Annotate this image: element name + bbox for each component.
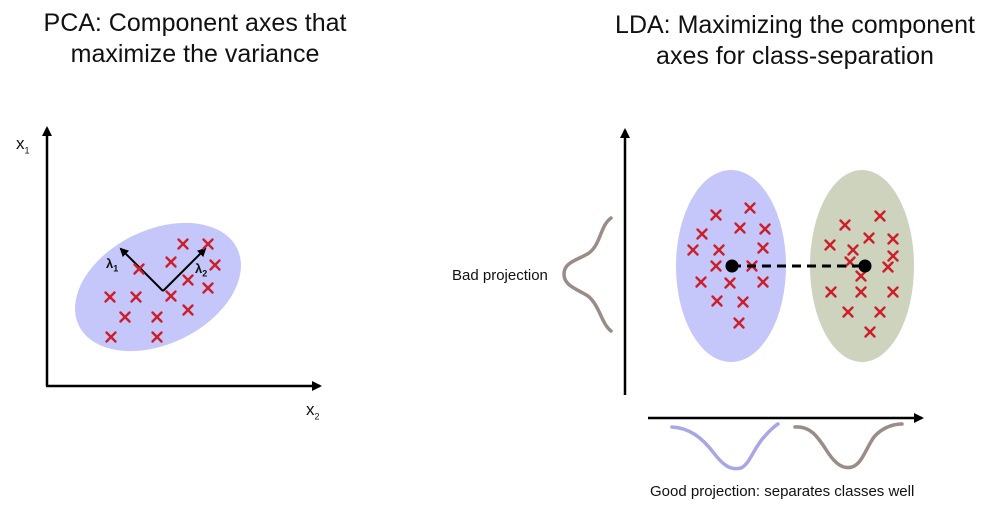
x-marker-icon bbox=[710, 260, 722, 272]
x-marker-icon bbox=[847, 244, 859, 256]
x-marker-icon bbox=[104, 291, 116, 303]
lambda1-label: λ1 bbox=[106, 256, 119, 274]
x-marker-icon bbox=[882, 261, 894, 273]
x-marker-icon bbox=[887, 250, 899, 262]
x-marker-icon bbox=[842, 306, 854, 318]
x-marker-icon bbox=[874, 210, 886, 222]
x-marker-icon bbox=[759, 223, 771, 235]
x-marker-icon bbox=[757, 242, 769, 254]
x-marker-icon bbox=[105, 331, 117, 343]
x-marker-icon bbox=[839, 219, 851, 231]
x-marker-icon bbox=[734, 222, 746, 234]
lda-panel bbox=[562, 128, 924, 471]
pca-title-line2: maximize the variance bbox=[70, 40, 320, 68]
x-marker-icon bbox=[151, 311, 163, 323]
x-marker-icon bbox=[724, 277, 736, 289]
x-marker-icon bbox=[202, 238, 214, 250]
x-marker-icon bbox=[855, 270, 867, 282]
good-projection-curve-class1 bbox=[670, 422, 780, 471]
x-marker-icon bbox=[887, 286, 899, 298]
lambda2-label: λ2 bbox=[195, 261, 208, 279]
x-marker-icon bbox=[130, 291, 142, 303]
x-marker-icon bbox=[744, 202, 756, 214]
x-marker-icon bbox=[757, 276, 769, 288]
x-marker-icon bbox=[864, 326, 876, 338]
x-marker-icon bbox=[874, 306, 886, 318]
x-marker-icon bbox=[182, 304, 194, 316]
x-marker-icon bbox=[737, 296, 749, 308]
lda-title-line2: axes for class-separation bbox=[656, 42, 934, 70]
x-marker-icon bbox=[165, 290, 177, 302]
x-marker-icon bbox=[696, 228, 708, 240]
x-marker-icon bbox=[711, 295, 723, 307]
x-marker-icon bbox=[119, 311, 131, 323]
x-marker-icon bbox=[209, 259, 221, 271]
lda-title: LDA: Maximizing the component axes for c… bbox=[590, 10, 1000, 72]
x-marker-icon bbox=[695, 276, 707, 288]
pca-x-axis-label: x2 bbox=[306, 400, 320, 422]
x-marker-icon bbox=[182, 274, 194, 286]
bad-projection-label: Bad projection bbox=[452, 267, 548, 284]
x-marker-icon bbox=[687, 244, 699, 256]
pca-component-arrow-2 bbox=[162, 247, 207, 292]
good-projection-label: Good projection: separates classes well bbox=[650, 483, 915, 500]
pca-title-line1: PCA: Component axes that bbox=[43, 9, 347, 37]
x-marker-icon bbox=[133, 263, 145, 275]
x-marker-icon bbox=[202, 282, 214, 294]
class-mean-dot-icon bbox=[858, 259, 872, 273]
x-marker-icon bbox=[710, 209, 722, 221]
pca-title: PCA: Component axes that maximize the va… bbox=[0, 8, 390, 70]
lda-title-line1: LDA: Maximizing the component bbox=[615, 11, 975, 39]
pca-component-arrow-1 bbox=[119, 247, 164, 292]
class-mean-dot-icon bbox=[725, 259, 739, 273]
x-marker-icon bbox=[713, 244, 725, 256]
x-marker-icon bbox=[855, 286, 867, 298]
good-projection-curve-class2 bbox=[793, 422, 904, 470]
x-marker-icon bbox=[151, 331, 163, 343]
x-marker-icon bbox=[825, 286, 837, 298]
lda-markers bbox=[687, 202, 899, 338]
pca-panel bbox=[42, 126, 322, 391]
x-marker-icon bbox=[177, 238, 189, 250]
x-marker-icon bbox=[863, 232, 875, 244]
bad-projection-curve bbox=[562, 216, 613, 333]
pca-y-axis-label: x1 bbox=[16, 134, 30, 156]
x-marker-icon bbox=[887, 233, 899, 245]
pca-markers bbox=[104, 238, 221, 343]
x-marker-icon bbox=[824, 239, 836, 251]
x-marker-icon bbox=[733, 317, 745, 329]
x-marker-icon bbox=[165, 256, 177, 268]
